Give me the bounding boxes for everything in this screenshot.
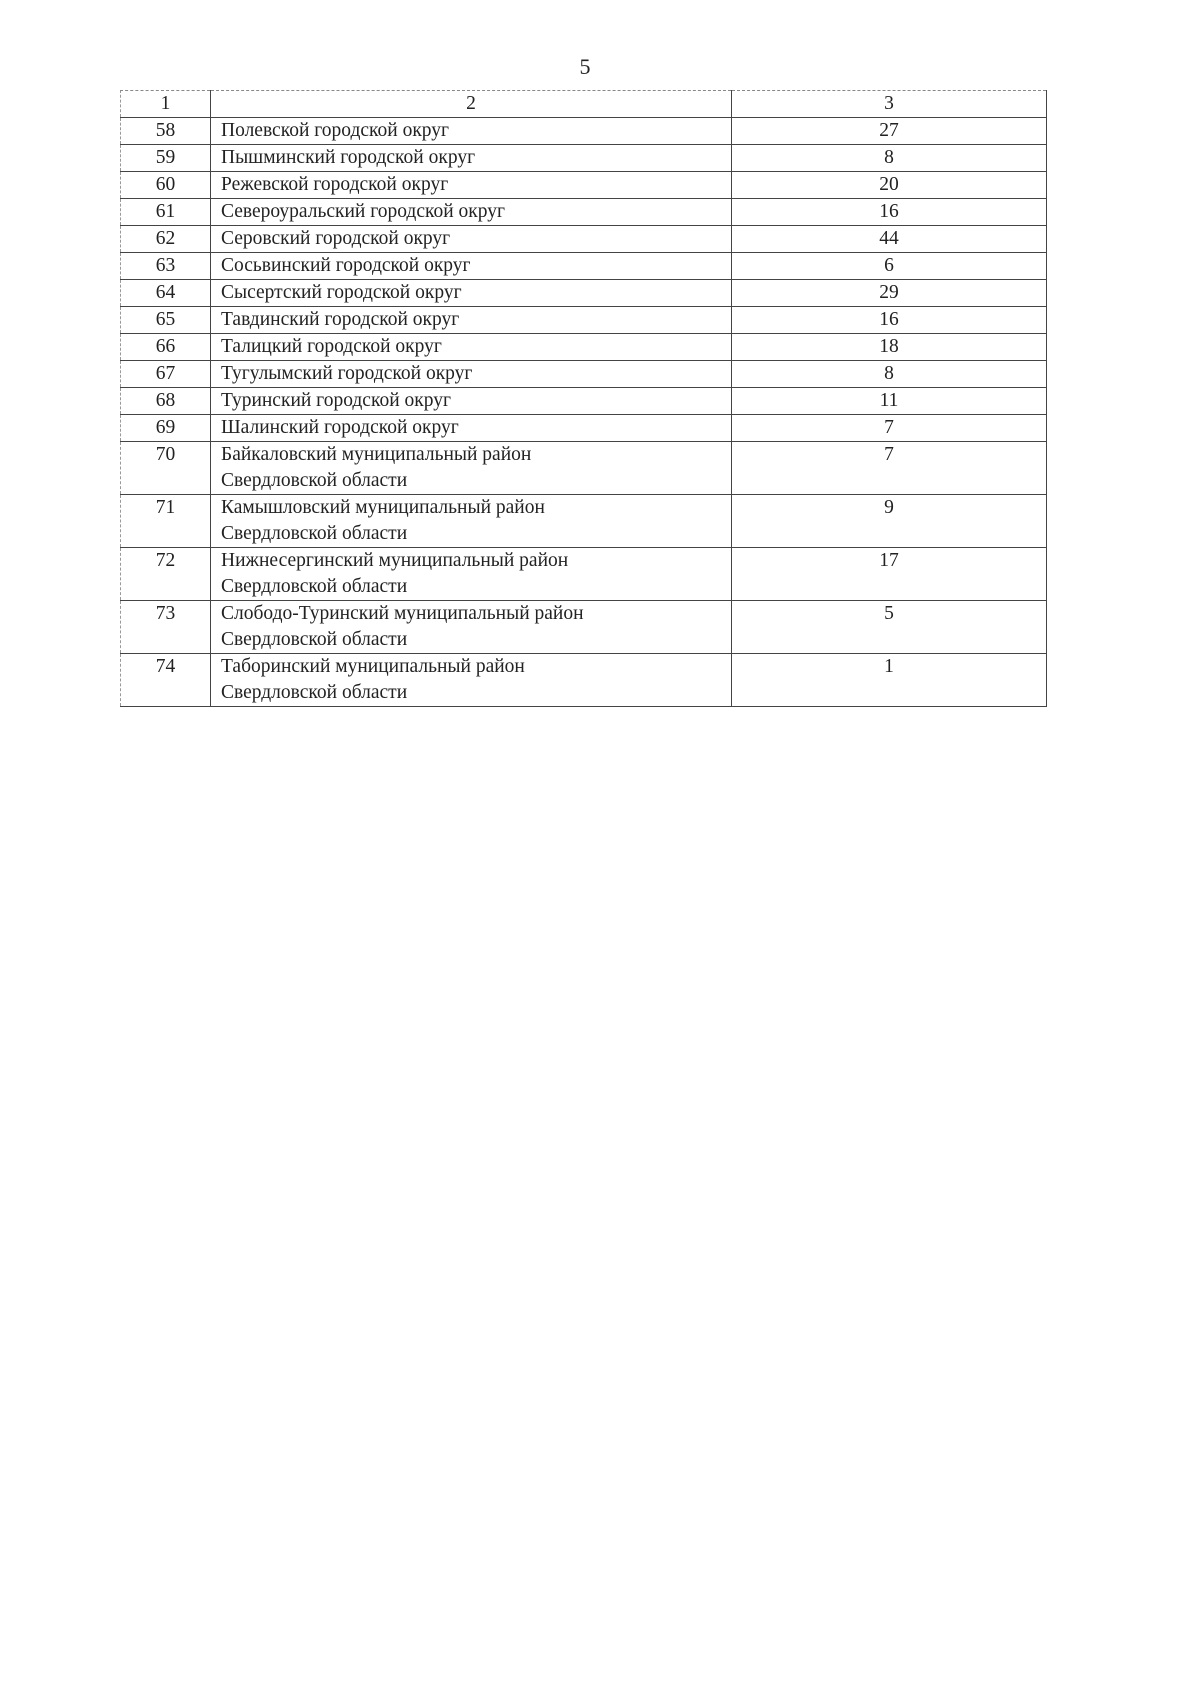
row-name: Режевской городской округ xyxy=(210,171,732,199)
row-name: Тавдинский городской округ xyxy=(210,306,732,334)
row-name-line: Полевской городской округ xyxy=(221,120,450,141)
row-value: 18 xyxy=(731,333,1047,361)
row-name-line: Свердловской области xyxy=(221,576,408,597)
row-name: Туринский городской округ xyxy=(210,387,732,415)
row-name-line: Режевской городской округ xyxy=(221,174,449,195)
row-value: 27 xyxy=(731,117,1047,145)
table-header-row: 1 2 3 xyxy=(120,90,1047,118)
row-name: Камышловский муниципальный район Свердлов… xyxy=(210,494,732,548)
table-row: 65 Тавдинский городской округ 16 xyxy=(120,306,1047,334)
row-value: 5 xyxy=(731,600,1047,654)
table-row: 69 Шалинский городской округ 7 xyxy=(120,414,1047,442)
row-name-line: Сысертский городской округ xyxy=(221,282,462,303)
row-number: 67 xyxy=(120,360,211,388)
row-number: 66 xyxy=(120,333,211,361)
table-row: 63 Сосьвинский городской округ 6 xyxy=(120,252,1047,280)
row-number: 59 xyxy=(120,144,211,172)
table-row: 68 Туринский городской округ 11 xyxy=(120,387,1047,415)
row-number: 73 xyxy=(120,600,211,654)
header-col-1: 1 xyxy=(120,90,211,118)
row-name: Нижнесергинский муниципальный район Сверд… xyxy=(210,547,732,601)
row-number: 61 xyxy=(120,198,211,226)
row-value: 6 xyxy=(731,252,1047,280)
row-name: Полевской городской округ xyxy=(210,117,732,145)
table-row: 66 Талицкий городской округ 18 xyxy=(120,333,1047,361)
row-value: 20 xyxy=(731,171,1047,199)
table-row: 72 Нижнесергинский муниципальный район Све… xyxy=(120,547,1047,601)
row-number: 69 xyxy=(120,414,211,442)
table-row: 73 Слободо-Туринский муниципальный район С… xyxy=(120,600,1047,654)
header-col-2: 2 xyxy=(210,90,732,118)
row-number: 72 xyxy=(120,547,211,601)
data-table: 1 2 3 58 Полевской городской округ 27 59 Пыш… xyxy=(120,90,1047,707)
table-row: 74 Таборинский муниципальный район Свердло… xyxy=(120,653,1047,707)
row-name: Серовский городской округ xyxy=(210,225,732,253)
row-value: 8 xyxy=(731,144,1047,172)
row-value: 17 xyxy=(731,547,1047,601)
row-name-line: Серовский городской округ xyxy=(221,228,451,249)
row-name: Таборинский муниципальный район Свердловс… xyxy=(210,653,732,707)
row-number: 65 xyxy=(120,306,211,334)
row-value: 8 xyxy=(731,360,1047,388)
table-row: 60 Режевской городской округ 20 xyxy=(120,171,1047,199)
row-number: 68 xyxy=(120,387,211,415)
row-name: Пышминский городской округ xyxy=(210,144,732,172)
row-name: Шалинский городской округ xyxy=(210,414,732,442)
row-name-line: Свердловской области xyxy=(221,682,408,703)
row-number: 70 xyxy=(120,441,211,495)
row-name: Слободо-Туринский муниципальный район Све… xyxy=(210,600,732,654)
row-number: 62 xyxy=(120,225,211,253)
row-name-line: Сосьвинский городской округ xyxy=(221,255,471,276)
row-name-line: Тавдинский городской округ xyxy=(221,309,460,330)
table-row: 67 Тугулымский городской округ 8 xyxy=(120,360,1047,388)
row-name: Сосьвинский городской округ xyxy=(210,252,732,280)
row-number: 74 xyxy=(120,653,211,707)
table-row: 59 Пышминский городской округ 8 xyxy=(120,144,1047,172)
row-name-line: Слободо-Туринский муниципальный район xyxy=(221,603,584,624)
header-col-3: 3 xyxy=(731,90,1047,118)
row-name-line: Шалинский городской округ xyxy=(221,417,459,438)
row-value: 11 xyxy=(731,387,1047,415)
row-value: 7 xyxy=(731,441,1047,495)
row-name-line: Пышминский городской округ xyxy=(221,147,476,168)
row-value: 7 xyxy=(731,414,1047,442)
table-row: 70 Байкаловский муниципальный район Свердл… xyxy=(120,441,1047,495)
table-row: 58 Полевской городской округ 27 xyxy=(120,117,1047,145)
row-number: 63 xyxy=(120,252,211,280)
table-row: 71 Камышловский муниципальный район Свердл… xyxy=(120,494,1047,548)
row-name: Североуральский городской округ xyxy=(210,198,732,226)
row-name-line: Талицкий городской округ xyxy=(221,336,442,357)
row-number: 64 xyxy=(120,279,211,307)
row-number: 71 xyxy=(120,494,211,548)
row-name-line: Тугулымский городской округ xyxy=(221,363,473,384)
page-number: 5 xyxy=(579,54,591,79)
row-name-line: Свердловской области xyxy=(221,629,408,650)
row-name-line: Свердловской области xyxy=(221,470,408,491)
table-row: 64 Сысертский городской округ 29 xyxy=(120,279,1047,307)
row-name-line: Камышловский муниципальный район xyxy=(221,497,545,518)
table-row: 62 Серовский городской округ 44 xyxy=(120,225,1047,253)
row-value: 44 xyxy=(731,225,1047,253)
row-name: Тугулымский городской округ xyxy=(210,360,732,388)
row-name: Талицкий городской округ xyxy=(210,333,732,361)
table-row: 61 Североуральский городской округ 16 xyxy=(120,198,1047,226)
row-name-line: Байкаловский муниципальный район xyxy=(221,444,532,465)
row-name: Байкаловский муниципальный район Свердлов… xyxy=(210,441,732,495)
row-value: 16 xyxy=(731,306,1047,334)
row-value: 9 xyxy=(731,494,1047,548)
row-name: Сысертский городской округ xyxy=(210,279,732,307)
row-number: 60 xyxy=(120,171,211,199)
row-name-line: Нижнесергинский муниципальный район xyxy=(221,550,569,571)
row-value: 1 xyxy=(731,653,1047,707)
row-value: 29 xyxy=(731,279,1047,307)
row-name-line: Таборинский муниципальный район xyxy=(221,656,525,677)
row-name-line: Североуральский городской округ xyxy=(221,201,506,222)
row-number: 58 xyxy=(120,117,211,145)
row-name-line: Туринский городской округ xyxy=(221,390,451,411)
row-value: 16 xyxy=(731,198,1047,226)
row-name-line: Свердловской области xyxy=(221,523,408,544)
